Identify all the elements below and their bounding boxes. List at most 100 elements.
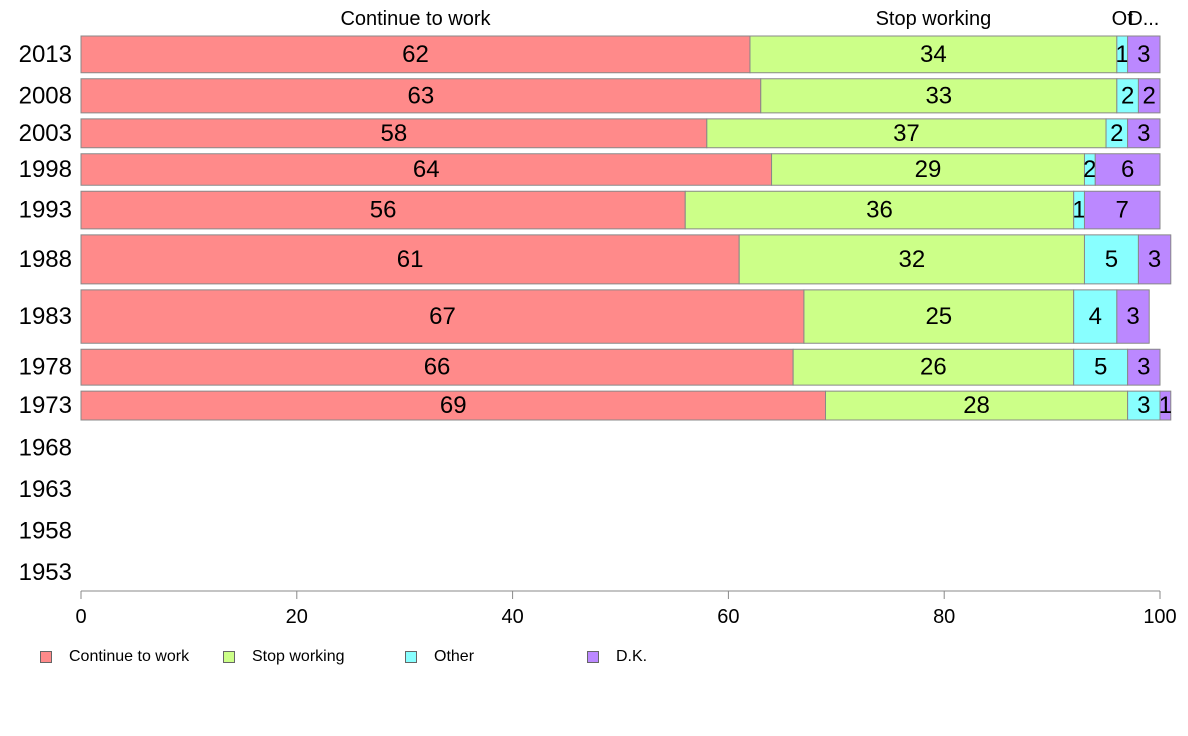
- bar-d-k-1998: [1094, 153, 1161, 186]
- x-tick-label-0: 0: [75, 606, 86, 628]
- bar-stop-working-2008: [760, 78, 1118, 114]
- data-label-stop-working-1983: 25: [925, 303, 952, 330]
- bar-d-k-1993: [1083, 190, 1161, 230]
- bar-d-k-1978: [1127, 348, 1161, 386]
- data-label-d-k-1973: 1: [1159, 392, 1172, 419]
- bar-stop-working-1978: [792, 348, 1075, 386]
- bar-stop-working-1973: [825, 390, 1129, 421]
- legend-item-stop-working: Stop working: [223, 648, 345, 666]
- legend-label-stop-working: Stop working: [252, 648, 345, 665]
- legend-label-continue-to-work: Continue to work: [69, 648, 190, 665]
- data-label-continue-to-work-1978: 66: [424, 354, 451, 381]
- data-label-continue-to-work-1973: 69: [440, 392, 467, 419]
- data-label-continue-to-work-1983: 67: [429, 303, 456, 330]
- bar-d-k-2008: [1137, 78, 1161, 114]
- data-label-other-1998: 2: [1083, 156, 1096, 183]
- bar-continue-to-work-1973: [80, 390, 827, 421]
- y-tick-label-1978: 1978: [19, 354, 72, 381]
- bar-other-1973: [1127, 390, 1161, 421]
- data-label-other-1983: 4: [1089, 303, 1102, 330]
- legend-swatch-other: [405, 651, 417, 663]
- data-label-stop-working-1998: 29: [915, 156, 942, 183]
- bar-other-1983: [1073, 289, 1118, 344]
- data-label-continue-to-work-1988: 61: [397, 246, 424, 273]
- y-tick-label-1983: 1983: [19, 303, 72, 330]
- legend-item-other: Other: [405, 648, 474, 666]
- y-tick-label-1968: 1968: [19, 434, 72, 461]
- data-label-other-1978: 5: [1094, 354, 1107, 381]
- data-label-continue-to-work-1993: 56: [370, 197, 397, 224]
- top-label-other: Ot: [1112, 8, 1134, 30]
- bar-stop-working-1998: [771, 153, 1085, 186]
- x-tick-label-100: 100: [1143, 606, 1176, 628]
- y-tick-label-2003: 2003: [19, 120, 72, 147]
- data-label-d-k-1993: 7: [1116, 197, 1129, 224]
- bar-continue-to-work-1998: [80, 153, 773, 186]
- y-tick-label-2013: 2013: [19, 41, 72, 68]
- data-label-d-k-2008: 2: [1143, 82, 1156, 109]
- bar-d-k-2013: [1127, 35, 1161, 74]
- x-tick-label-20: 20: [286, 606, 308, 628]
- data-label-continue-to-work-2008: 63: [408, 82, 435, 109]
- bar-stop-working-2003: [706, 118, 1107, 149]
- y-tick-label-1988: 1988: [19, 246, 72, 273]
- y-tick-label-1993: 1993: [19, 197, 72, 224]
- legend-swatch-stop-working: [223, 651, 235, 663]
- legend-swatch-continue-to-work: [40, 651, 52, 663]
- data-label-other-2013: 1: [1116, 41, 1129, 68]
- x-tick-label-80: 80: [933, 606, 955, 628]
- legend-item-continue-to-work: Continue to work: [40, 648, 189, 666]
- data-label-stop-working-1978: 26: [920, 354, 947, 381]
- y-tick-label-1953: 1953: [19, 559, 72, 586]
- data-label-d-k-1998: 6: [1121, 156, 1134, 183]
- data-label-stop-working-2008: 33: [925, 82, 952, 109]
- data-label-d-k-2013: 3: [1137, 41, 1150, 68]
- data-label-other-2008: 2: [1121, 82, 1134, 109]
- data-label-d-k-1988: 3: [1148, 246, 1161, 273]
- bar-d-k-1983: [1116, 289, 1150, 344]
- bar-continue-to-work-1993: [80, 190, 686, 230]
- legend-label-other: Other: [434, 648, 475, 665]
- data-label-continue-to-work-2013: 62: [402, 41, 429, 68]
- bar-d-k-2003: [1127, 118, 1161, 149]
- data-label-continue-to-work-2003: 58: [381, 120, 408, 147]
- data-label-other-2003: 2: [1110, 120, 1123, 147]
- top-label-stop-working: Stop working: [876, 8, 992, 30]
- legend-item-dk: D.K.: [587, 648, 647, 666]
- data-label-d-k-1983: 3: [1126, 303, 1139, 330]
- data-label-other-1988: 5: [1105, 246, 1118, 273]
- y-tick-label-1958: 1958: [19, 517, 72, 544]
- data-label-stop-working-1993: 36: [866, 197, 893, 224]
- bar-d-k-1988: [1137, 234, 1172, 285]
- data-label-other-1993: 1: [1072, 197, 1085, 224]
- x-tick-label-40: 40: [501, 606, 523, 628]
- y-tick-label-1963: 1963: [19, 476, 72, 503]
- y-tick-label-1998: 1998: [19, 156, 72, 183]
- x-tick-label-60: 60: [717, 606, 739, 628]
- top-label-continue-to-work: Continue to work: [340, 8, 491, 30]
- data-label-stop-working-2003: 37: [893, 120, 920, 147]
- data-label-stop-working-1973: 28: [963, 392, 990, 419]
- data-label-continue-to-work-1998: 64: [413, 156, 440, 183]
- y-tick-label-2008: 2008: [19, 82, 72, 109]
- bar-continue-to-work-1983: [80, 289, 805, 344]
- legend-label-dk: D.K.: [616, 648, 648, 665]
- legend-swatch-dk: [587, 651, 599, 663]
- bar-d-k-1973: [1159, 390, 1172, 421]
- legend: Continue to work Stop working Other D.K.: [40, 648, 1140, 666]
- data-label-stop-working-2013: 34: [920, 41, 947, 68]
- bar-stop-working-1993: [684, 190, 1075, 230]
- bar-continue-to-work-2013: [80, 35, 751, 74]
- data-label-d-k-2003: 3: [1137, 120, 1150, 147]
- y-tick-label-1973: 1973: [19, 392, 72, 419]
- bar-continue-to-work-1988: [80, 234, 740, 285]
- top-label-d-k: D...: [1128, 8, 1159, 30]
- bar-stop-working-1983: [803, 289, 1075, 344]
- bar-continue-to-work-1978: [80, 348, 794, 386]
- bar-stop-working-2013: [749, 35, 1118, 74]
- bar-stop-working-1988: [738, 234, 1085, 285]
- data-label-stop-working-1988: 32: [898, 246, 925, 273]
- bar-other-1978: [1073, 348, 1129, 386]
- data-label-d-k-1978: 3: [1137, 354, 1150, 381]
